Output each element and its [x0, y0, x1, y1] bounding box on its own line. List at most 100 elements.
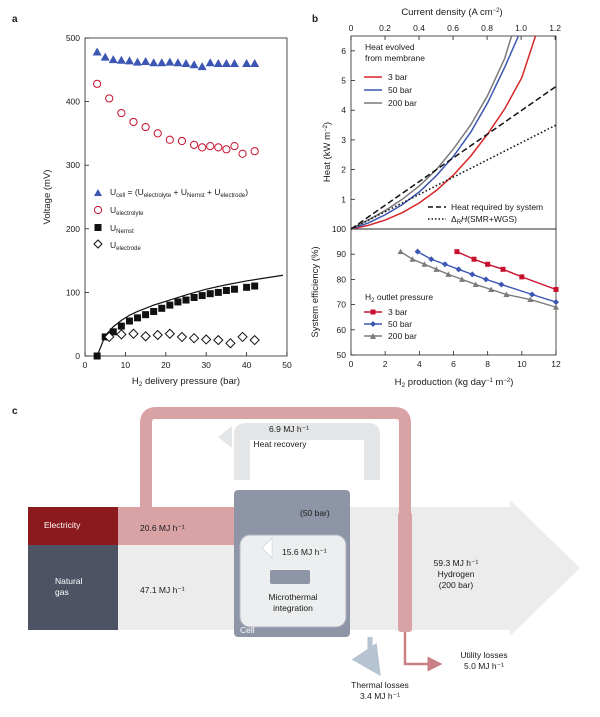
sankey-microthermal-arrow	[261, 537, 273, 559]
uelectrolyte-point	[238, 149, 247, 158]
chart-a-x-tick-label: 20	[161, 360, 171, 370]
chart-a: 0 100 200 300 400 500 0 10 20 30 40 50 H2 delivery…	[42, 33, 292, 388]
sankey-utility-losses-arrow	[403, 632, 443, 672]
legend-a-diamond-marker	[93, 239, 103, 249]
sankey-thermal-losses-arrow	[351, 637, 381, 677]
sankey-electricity-flow	[118, 507, 234, 545]
legend-b-eff-50bar-marker	[370, 321, 376, 327]
chart-b-x-tick-label: 10	[517, 359, 527, 369]
legend-a-ucell: Ucell = (Uelectrolyte + UNernst + Uelect…	[110, 187, 248, 199]
ucell-point	[197, 62, 207, 71]
uelectrolyte-point	[153, 129, 162, 138]
legend-a-square-marker	[94, 224, 102, 231]
uelectrolyte-point	[230, 142, 239, 151]
chart-b-heat-tick-label: 1	[341, 194, 346, 204]
uelectrolyte-point	[141, 122, 150, 132]
eff-point-50bar	[498, 281, 505, 288]
panel-label-c: c	[12, 406, 18, 417]
sankey-electricity-value: 20.6 MJ h⁻¹	[140, 523, 185, 533]
legend-b-heat-title-1: Heat evolved	[365, 42, 415, 52]
unernst-point	[174, 298, 182, 306]
chart-b-eff-tick-label: 100	[332, 224, 346, 234]
sankey-heat-recovery-value: 6.9 MJ h⁻¹	[269, 424, 309, 434]
uelectrolyte-point	[189, 140, 199, 149]
chart-b-top-tick-label: 0	[349, 23, 354, 33]
eff-point-200bar	[397, 248, 404, 255]
uelectrolyte-point	[198, 143, 207, 152]
chart-b-top-tick-label: 0.6	[447, 23, 459, 33]
ucell-point	[108, 55, 118, 64]
eff-point-50bar	[529, 291, 536, 298]
chart-b-top-tick-label: 1.2	[549, 23, 561, 33]
sankey-utility-losses-value: 5.0 MJ h⁻¹	[464, 661, 504, 671]
uelectrode-point	[140, 331, 151, 342]
sankey-red-band	[398, 512, 412, 632]
uelectrolyte-point	[222, 145, 231, 154]
uelectrode-point	[213, 334, 224, 346]
chart-a-x-tick-label: 40	[242, 360, 252, 370]
eff-point-3bar	[454, 249, 460, 255]
eff-point-3bar	[485, 261, 491, 267]
heat-line--rh-smr-wgs-	[350, 124, 557, 230]
chart-a-x-tick-label: 50	[282, 360, 292, 370]
sankey-gas-value: 47.1 MJ h⁻¹	[140, 585, 185, 595]
uelectrode-point	[200, 334, 212, 345]
unernst-point	[243, 283, 251, 291]
ucell-point	[133, 57, 143, 66]
chart-a-y-tick-label: 400	[66, 97, 80, 107]
sankey-microthermal-label-2: integration	[273, 603, 313, 613]
unernst-point	[93, 352, 101, 360]
ucell-point	[157, 58, 167, 67]
chart-b-eff-tick-label: 50	[337, 350, 347, 360]
chart-b-heat-tick-label: 2	[341, 165, 346, 175]
eff-point-50bar	[469, 271, 476, 278]
eff-point-3bar	[553, 286, 559, 292]
unernst-point	[117, 322, 125, 330]
chart-a-x-tick-label: 10	[121, 360, 131, 370]
sankey-cell-label: Cell	[240, 625, 255, 635]
eff-point-200bar	[527, 296, 534, 303]
ucell-point	[173, 58, 183, 67]
sankey-hydrogen-pressure: (200 bar)	[439, 580, 474, 590]
uelectrode-point	[176, 331, 188, 343]
legend-b-eff-50bar: 50 bar	[388, 319, 412, 329]
chart-b-eff-lines	[397, 248, 559, 310]
eff-point-3bar	[519, 274, 525, 280]
uelectrode-point	[237, 331, 248, 343]
chart-b-heat-tick-label: 6	[341, 46, 346, 56]
sankey-microthermal-label-1: Microthermal	[268, 592, 317, 602]
ucell-point	[165, 57, 175, 66]
eff-point-50bar	[553, 299, 559, 306]
ucell-point	[229, 58, 239, 67]
legend-b-50bar: 50 bar	[388, 85, 412, 95]
eff-point-50bar	[455, 266, 462, 273]
chart-b-eff-legend: H2 outlet pressure 3 bar 50 bar 200 bar	[364, 292, 433, 341]
chart-b-eff-tick-label: 70	[337, 300, 347, 310]
legend-b-delta: ΔRH(SMR+WGS)	[451, 214, 517, 226]
unernst-point	[190, 293, 198, 301]
unernst-point	[134, 314, 142, 322]
chart-a-y-ticks: 0 100 200 300 400 500	[66, 33, 89, 361]
chart-b-eff-tick-label: 60	[337, 325, 347, 335]
legend-a-triangle-marker	[94, 189, 102, 196]
chart-a-legend: Ucell = (Uelectrolyte + UNernst + Uelect…	[93, 187, 248, 252]
chart-b-eff-y-label: System efficiency (%)	[310, 246, 321, 337]
unernst-point	[251, 282, 259, 290]
sankey-diagram: Electricity 20.6 MJ h⁻¹ Natural gas 47.1…	[28, 407, 580, 701]
eff-point-3bar	[500, 266, 506, 272]
eff-point-200bar	[445, 271, 452, 277]
legend-b-200bar: 200 bar	[388, 98, 417, 108]
uelectrolyte-point	[105, 94, 114, 103]
legend-a-unernst: UNernst	[110, 223, 134, 235]
ucell-point	[221, 58, 231, 67]
chart-a-frame	[84, 37, 288, 357]
eff-line-0	[456, 251, 557, 291]
chart-b-top-tick-label: 0.8	[481, 23, 493, 33]
chart-b-top-x-ticks: 0 0.2 0.4 0.6 0.8 1.0 1.2	[349, 23, 561, 40]
chart-b-x-tick-label: 8	[485, 359, 490, 369]
uelectrode-point	[225, 338, 236, 349]
ucell-point	[242, 58, 252, 67]
ucell-point	[124, 56, 134, 65]
heat-line-50-bar	[350, 35, 520, 230]
chart-b-heat-tick-label: 5	[341, 76, 346, 86]
